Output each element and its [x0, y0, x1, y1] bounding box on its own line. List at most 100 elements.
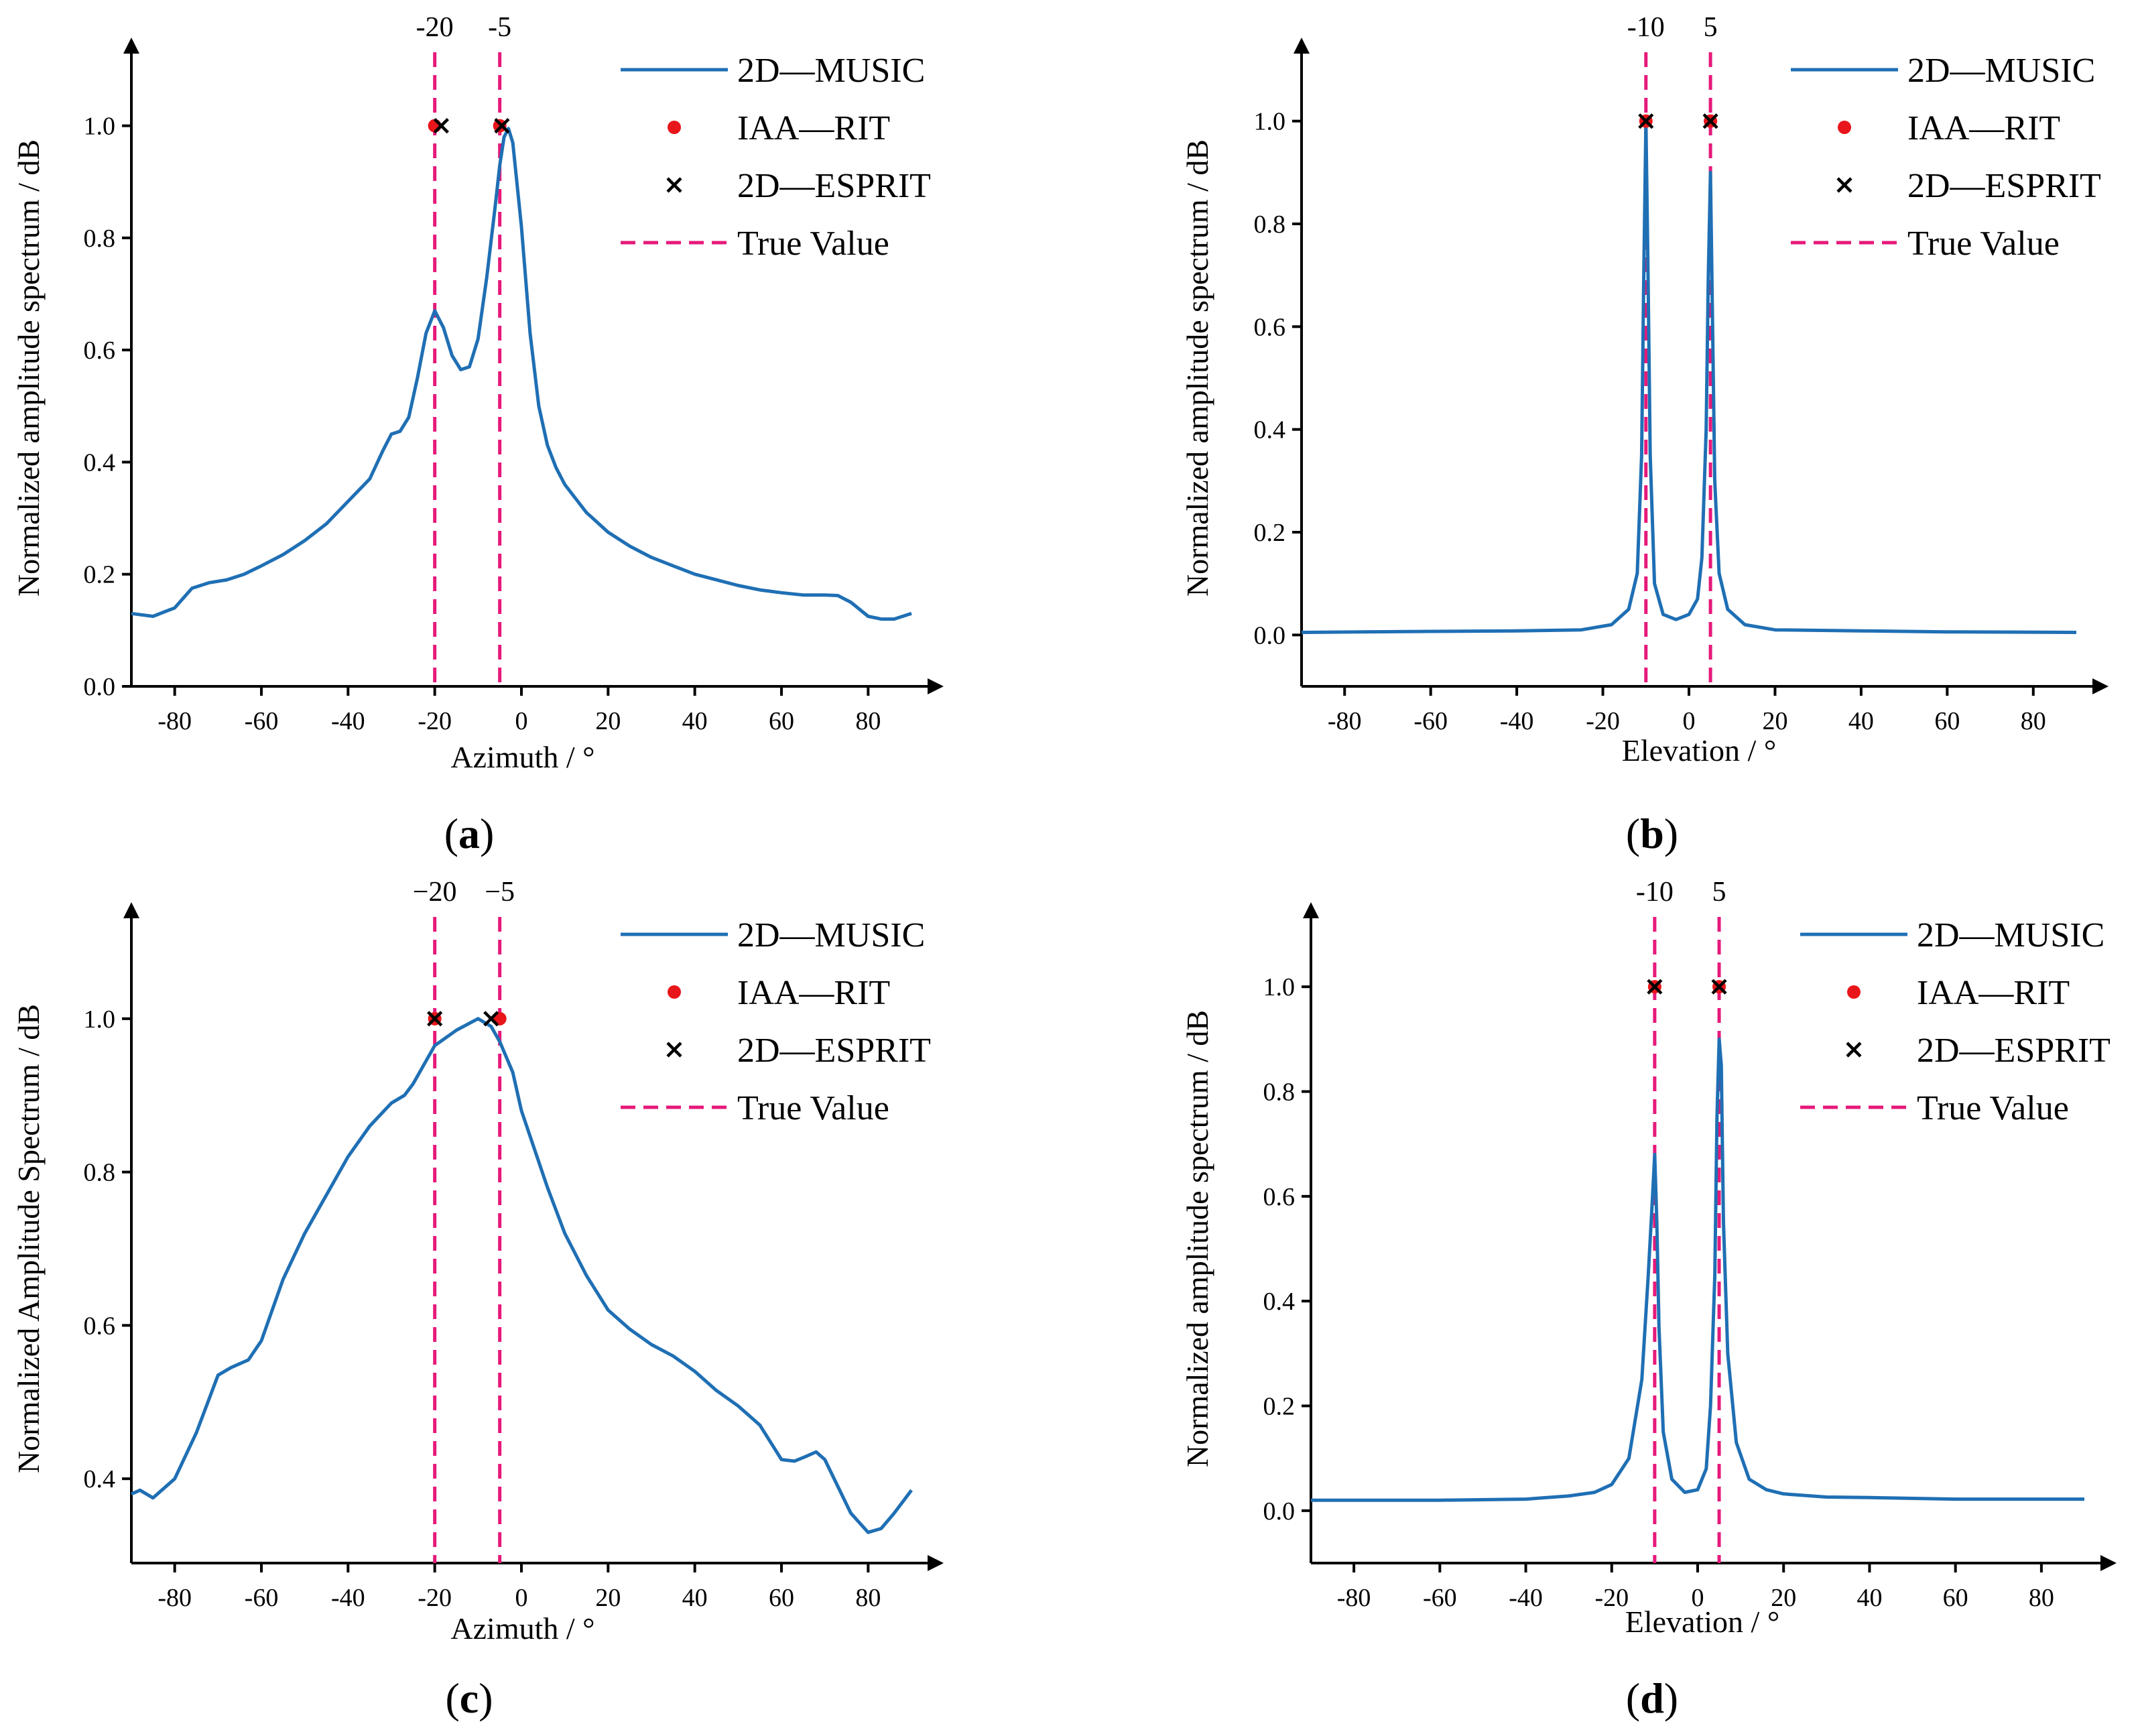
x-tick-label: -80: [158, 1584, 192, 1612]
x-axis-title: Elevation / °: [1625, 1605, 1779, 1639]
y-tick-label: 0.4: [1263, 1288, 1296, 1316]
true-value-label: -20: [416, 12, 454, 43]
esprit-cross-b: [483, 1011, 499, 1027]
y-tick-label: 0.6: [1254, 313, 1286, 341]
x-tick-label: -80: [1337, 1584, 1371, 1612]
legend: 2D—MUSIC IAA—RIT 2D—ESPRIT True Value: [621, 52, 931, 263]
x-tick-label: -20: [418, 707, 452, 735]
x-tick-label: 20: [1771, 1584, 1796, 1612]
x-axis-arrow-icon: [2100, 1555, 2117, 1571]
legend-label: 2D—MUSIC: [1907, 52, 2095, 90]
y-tick-label: 0.4: [84, 448, 116, 477]
x-tick-label: -60: [1423, 1584, 1457, 1612]
legend: 2D—MUSIC IAA—RIT 2D—ESPRIT True Value: [1800, 916, 2111, 1127]
y-tick-label: 0.8: [1254, 210, 1286, 239]
x-tick-label: -60: [245, 707, 279, 735]
legend: 2D—MUSIC IAA—RIT 2D—ESPRIT True Value: [1791, 52, 2101, 263]
x-tick-label: 40: [1856, 1584, 1882, 1612]
legend-label: 2D—ESPRIT: [1907, 167, 2101, 205]
legend-label: 2D—MUSIC: [737, 916, 925, 954]
x-axis-title: Azimuth / °: [450, 1611, 594, 1646]
y-tick-label: 0.4: [84, 1465, 116, 1493]
panel-letter: d: [1640, 1674, 1664, 1722]
true-value-label: -10: [1627, 12, 1665, 43]
panel-label: (a): [444, 810, 495, 857]
x-tick-label: 0: [1692, 1584, 1704, 1612]
x-tick-label: -40: [1500, 707, 1534, 735]
esprit-cross-b: [1702, 113, 1718, 129]
esprit-point: [1702, 113, 1718, 129]
legend-label: IAA—RIT: [737, 974, 890, 1012]
legend-swatch-esprit-b: [666, 1042, 682, 1058]
y-tick-label: 0.2: [84, 561, 116, 589]
y-axis-arrow-icon: [123, 38, 139, 54]
series-line-music: [131, 127, 912, 621]
x-tick-label: -40: [331, 1584, 365, 1612]
chart-panel-d: -80 -60 -40 -20 0 20 40 60 80 0.0 0.2 0.4 0.6 0.8 1.0 E…: [1180, 877, 2117, 1722]
y-tick-label: 0.6: [1263, 1183, 1296, 1211]
y-tick-label: 0.8: [84, 1159, 116, 1187]
x-tick-label: 40: [682, 707, 708, 735]
legend-label: IAA—RIT: [1917, 974, 2070, 1012]
x-tick-label: 0: [515, 707, 528, 735]
y-tick-label: 1.0: [1263, 973, 1296, 1001]
x-tick-label: -80: [1328, 707, 1362, 735]
y-tick-label: 0.0: [1254, 621, 1286, 649]
true-value-label: −20: [413, 877, 457, 908]
y-axis-arrow-icon: [1294, 38, 1310, 54]
y-tick-label: 1.0: [1254, 108, 1286, 136]
panel-label: (d): [1626, 1674, 1678, 1722]
esprit-cross-b: [1638, 113, 1654, 129]
y-tick-label: 0.0: [84, 673, 116, 701]
legend-swatch-esprit-b: [1846, 1042, 1862, 1058]
x-tick-label: 60: [769, 707, 794, 735]
y-tick-label: 1.0: [84, 113, 116, 141]
panel-label: (b): [1626, 810, 1678, 857]
x-tick-label: -60: [1413, 707, 1448, 735]
y-tick-label: 0.0: [1263, 1497, 1296, 1526]
legend-swatch-esprit-b: [1836, 177, 1852, 193]
esprit-point: [433, 118, 449, 134]
esprit-cross-b: [1711, 979, 1727, 995]
chart-panel-b: -80 -60 -40 -20 0 20 40 60 80 0.0 0.2 0.4 0.6 0.8 1.0 E…: [1180, 12, 2108, 857]
y-axis-title: Normalized Amplitude Spectrum / dB: [11, 1004, 46, 1473]
true-value-label: -5: [488, 12, 511, 43]
esprit-cross-b: [427, 1011, 443, 1027]
y-tick-label: 0.8: [84, 225, 116, 253]
x-tick-label: 60: [1934, 707, 1960, 735]
x-tick-label: -60: [245, 1584, 279, 1612]
y-tick-label: 0.6: [84, 336, 116, 365]
true-value-label: −5: [485, 877, 515, 908]
legend-label: IAA—RIT: [737, 109, 890, 147]
y-tick-label: 0.2: [1254, 519, 1286, 547]
legend: 2D—MUSIC IAA—RIT 2D—ESPRIT True Value: [621, 916, 931, 1127]
x-tick-label: 0: [1683, 707, 1696, 735]
esprit-point: [494, 118, 510, 134]
true-value-label: 5: [1704, 12, 1718, 43]
legend-label: True Value: [1917, 1089, 2069, 1127]
x-axis-title: Azimuth / °: [450, 740, 594, 774]
y-tick-label: 0.6: [84, 1312, 116, 1340]
x-tick-label: -40: [331, 707, 365, 735]
y-axis-title: Normalized amplitude spectrum / dB: [1180, 1010, 1214, 1467]
panel-letter: a: [458, 810, 480, 857]
x-axis-arrow-icon: [2092, 678, 2108, 694]
y-tick-label: 0.4: [1254, 416, 1286, 444]
legend-label: IAA—RIT: [1907, 109, 2060, 147]
x-tick-label: 20: [595, 707, 621, 735]
esprit-point: [483, 1011, 499, 1027]
legend-label: 2D—ESPRIT: [737, 167, 931, 205]
esprit-cross-b: [1647, 979, 1663, 995]
x-tick-label: 80: [2021, 707, 2046, 735]
x-tick-label: 60: [769, 1584, 794, 1612]
legend-swatch-iaa: [668, 985, 681, 999]
legend-label: True Value: [737, 225, 889, 263]
chart-panel-a: -80 -60 -40 -20 0 20 40 60 80 0.0 0.2 0.4 0.6 0.8 1.0 A…: [11, 12, 944, 857]
esprit-point: [1711, 979, 1727, 995]
legend-label: 2D—ESPRIT: [737, 1032, 931, 1070]
esprit-point: [1647, 979, 1663, 995]
x-tick-label: 80: [855, 707, 881, 735]
series-line-music: [1301, 119, 2077, 634]
legend-label: 2D—MUSIC: [737, 52, 925, 90]
